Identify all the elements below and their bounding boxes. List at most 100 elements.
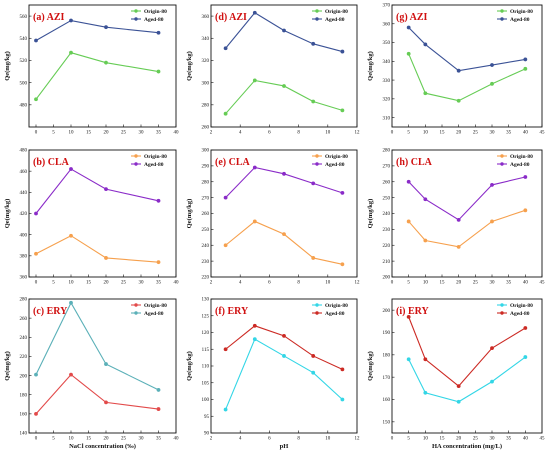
x-tick-label: 0 <box>391 131 394 136</box>
x-tick-label: 8 <box>297 437 300 442</box>
y-tick-label: 340 <box>383 60 391 65</box>
legend-marker <box>134 303 138 307</box>
panel-f: 2 4 6 8 10 12 90 95 100 105 110 115 120 125 130 Qe(mg/k… <box>186 298 360 450</box>
x-tick-label: 35 <box>506 131 512 136</box>
y-axis-label: Qe(mg/kg) <box>4 199 11 229</box>
data-point <box>252 165 257 170</box>
data-point <box>523 175 528 179</box>
y-tick-label: 260 <box>383 180 391 185</box>
panel-b: 0 5 10 15 20 25 30 35 40 360 380 400 420 440 460 480 Qe(… <box>4 149 179 286</box>
plot-frame <box>391 298 543 434</box>
data-point <box>156 69 161 74</box>
y-tick-label: 520 <box>20 59 28 64</box>
data-point <box>156 407 161 411</box>
x-tick-label: 15 <box>440 131 446 136</box>
x-tick-label: 4 <box>239 131 242 136</box>
series-line-origin <box>35 373 159 415</box>
data-point <box>406 314 411 319</box>
x-axis-label: NaCl concentration (‰) <box>69 443 136 450</box>
x-tick-label: 25 <box>473 437 479 442</box>
data-point <box>282 28 286 33</box>
legend-entry: Origin-80 <box>510 303 533 309</box>
legend-marker <box>500 311 504 315</box>
data-point <box>340 397 345 402</box>
x-tick-label: 10 <box>69 281 75 286</box>
legend-entry: Origin-80 <box>510 9 533 15</box>
y-tick-label: 190 <box>383 331 391 336</box>
y-tick-label: 220 <box>20 355 28 360</box>
y-tick-label: 440 <box>20 191 28 196</box>
y-tick-label: 110 <box>202 365 210 370</box>
x-tick-label: 5 <box>407 281 410 286</box>
series-line-aged <box>225 325 343 370</box>
x-tick-label: 10 <box>423 281 429 286</box>
legend-marker <box>134 162 138 166</box>
y-tick-label: 240 <box>202 244 210 249</box>
x-tick-label: 45 <box>540 437 546 442</box>
series-line-aged <box>35 168 159 214</box>
data-point <box>282 354 286 358</box>
y-tick-label: 120 <box>202 331 210 336</box>
legend-marker <box>134 9 138 13</box>
data-point <box>34 38 38 43</box>
y-axis-label: Qe(mg/kg) <box>186 51 193 81</box>
data-point <box>456 98 461 103</box>
legend-entry: Aged-80 <box>325 311 345 317</box>
data-point <box>34 97 38 102</box>
y-tick-label: 280 <box>383 149 391 154</box>
plot-frame <box>28 4 177 128</box>
y-tick-label: 105 <box>202 381 210 386</box>
x-tick-label: 15 <box>86 281 92 286</box>
x-tick-label: 10 <box>69 131 75 136</box>
y-tick-label: 180 <box>20 393 28 398</box>
legend-entry: Aged-80 <box>510 17 530 23</box>
panel-label: (b) CLA <box>33 157 70 168</box>
x-tick-label: 6 <box>268 131 271 136</box>
x-tick-label: 0 <box>35 437 38 442</box>
data-point <box>156 388 161 392</box>
data-point <box>156 30 161 35</box>
y-tick-label: 300 <box>202 81 210 86</box>
y-tick-label: 290 <box>202 165 210 170</box>
x-tick-label: 25 <box>473 131 479 136</box>
x-tick-label: 30 <box>490 437 496 442</box>
y-tick-label: 140 <box>20 432 28 437</box>
x-tick-label: 35 <box>156 281 162 286</box>
data-point <box>252 337 257 342</box>
data-point <box>104 256 108 260</box>
data-point <box>423 91 428 96</box>
x-tick-label: 45 <box>540 281 546 286</box>
y-axis-label: Qe(mg/kg) <box>4 351 11 381</box>
x-tick-label: 20 <box>104 437 110 442</box>
x-tick-label: 5 <box>407 437 410 442</box>
x-tick-label: 40 <box>523 281 529 286</box>
y-tick-label: 200 <box>383 309 391 314</box>
legend-entry: Aged-80 <box>325 17 345 23</box>
legend-entry: Aged-80 <box>144 162 164 168</box>
x-tick-label: 20 <box>104 281 110 286</box>
data-point <box>223 111 228 116</box>
x-tick-label: 40 <box>174 437 180 442</box>
x-tick-label: 15 <box>440 281 446 286</box>
data-point <box>223 195 228 200</box>
plot-frame <box>391 4 543 128</box>
data-point <box>523 326 528 330</box>
x-tick-label: 25 <box>121 131 127 136</box>
legend-entry: Origin-80 <box>325 154 348 160</box>
x-tick-label: 2 <box>210 131 213 136</box>
data-point <box>406 51 411 56</box>
plot-frame <box>210 149 358 278</box>
panel-label: (c) ERY <box>33 306 68 317</box>
data-point <box>423 238 428 243</box>
y-tick-label: 300 <box>202 149 210 154</box>
panel-label: (g) AZI <box>396 12 428 23</box>
data-point <box>523 355 528 359</box>
y-tick-label: 380 <box>20 255 28 260</box>
y-tick-label: 210 <box>383 260 391 265</box>
y-tick-label: 480 <box>20 149 28 154</box>
y-tick-label: 540 <box>20 37 28 42</box>
x-tick-label: 40 <box>523 437 529 442</box>
legend-entry: Origin-80 <box>510 154 533 160</box>
y-axis-label: Qe(mg/kg) <box>4 51 11 81</box>
y-axis-label: Qe(mg/kg) <box>367 51 374 81</box>
